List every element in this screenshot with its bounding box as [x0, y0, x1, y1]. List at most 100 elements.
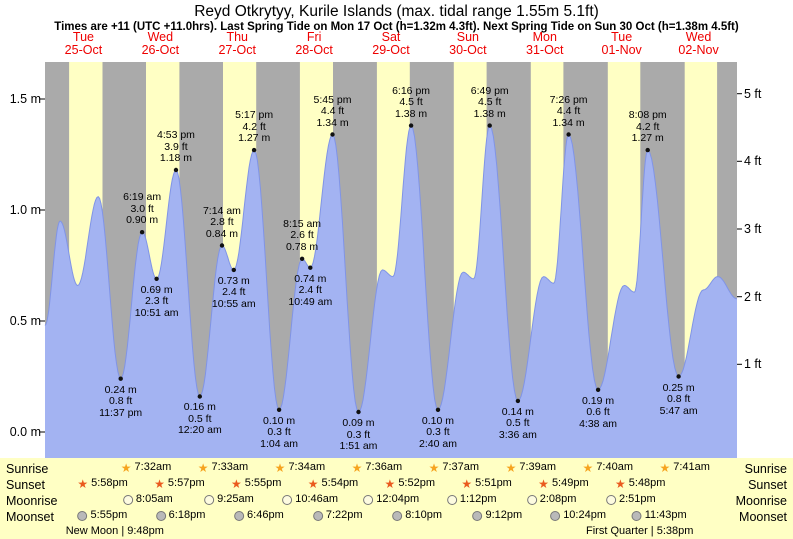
moonset-icon: [550, 510, 561, 521]
moonrise-icon: [605, 494, 616, 505]
tide-event-dot: [435, 407, 441, 412]
sunrise-star-icon: ★: [582, 460, 594, 475]
tide-low-annotation: 0.73 m 2.4 ft 10:55 am: [211, 274, 256, 310]
tide-event-dot: [231, 267, 236, 273]
sunrise-time: 7:37am: [442, 461, 480, 473]
sunrise-star-icon: ★: [659, 460, 671, 475]
sunrise-time: 7:40am: [596, 461, 634, 473]
sunset-time: 5:58pm: [91, 477, 128, 489]
tide-event-dot: [219, 243, 225, 248]
tide-low-annotation: 0.74 m 2.4 ft 10:49 am: [288, 272, 333, 308]
tide-event-dot: [197, 394, 202, 399]
axis-label-right: 1 ft: [744, 357, 762, 372]
sunrise-time: 7:41am: [673, 461, 710, 473]
moonrise-icon: [526, 494, 537, 505]
sunrise-star-icon: ★: [274, 460, 286, 475]
day-label: Sun 30-Oct: [449, 30, 487, 57]
day-label: Tue 25-Oct: [64, 30, 103, 57]
axis-label-right: 5 ft: [744, 86, 762, 101]
tide-event-dot: [487, 123, 492, 128]
day-label: Wed 26-Oct: [141, 30, 180, 57]
moonrise-time: 2:08pm: [539, 493, 577, 505]
moonrise-icon: [282, 494, 293, 505]
moonrise-time: 9:25am: [217, 493, 254, 505]
tide-low-annotation: 0.10 m 0.3 ft 1:04 am: [260, 414, 299, 450]
tide-low-annotation: 0.69 m 2.3 ft 10:51 am: [134, 283, 179, 319]
sunrise-entry: ★ 7:33am: [198, 461, 248, 474]
moonrise-icon: [363, 494, 374, 505]
sunset-entry: ★ 5:49pm: [538, 477, 588, 490]
moonset-time: 7:22pm: [325, 509, 363, 521]
axis-label-left: 0.5 m: [9, 314, 41, 328]
tide-high-annotation: 6:19 am 3.0 ft 0.90 m: [123, 191, 162, 227]
sunset-time: 5:57pm: [167, 477, 205, 489]
tide-high-annotation: 8:15 am 2.6 ft 0.78 m: [283, 217, 322, 253]
sunset-star-icon: ★: [538, 476, 549, 491]
sunset-time: 5:52pm: [398, 477, 436, 489]
axis-label-right: 3 ft: [744, 222, 762, 236]
moonset-entry: 7:22pm: [312, 509, 363, 522]
row-label-sunrise-left: Sunrise: [6, 462, 49, 476]
moonset-entry: 6:46pm: [234, 509, 284, 522]
moonset-entry: 6:18pm: [155, 509, 205, 522]
moonset-entry: 11:43pm: [631, 509, 687, 522]
sunrise-entry: ★ 7:32am: [121, 461, 171, 474]
moonrise-icon: [446, 494, 457, 505]
sunset-star-icon: ★: [154, 476, 165, 491]
row-label-sunset-left: Sunset: [6, 478, 45, 492]
tide-event-dot: [251, 147, 257, 153]
sunset-time: 5:48pm: [628, 477, 666, 489]
row-label-sunrise-right: Sunrise: [744, 462, 787, 476]
moonset-time: 11:43pm: [644, 509, 687, 521]
tide-event-dot: [308, 265, 313, 270]
sunset-star-icon: ★: [615, 476, 626, 491]
moonset-icon: [392, 510, 403, 521]
tide-event-dot: [299, 256, 305, 261]
sunrise-time: 7:33am: [211, 461, 249, 473]
tide-event-dot: [676, 374, 681, 379]
tide-low-annotation: 0.09 m 0.3 ft 1:51 am: [339, 417, 378, 453]
sunset-time: 5:51pm: [475, 477, 512, 489]
sunrise-star-icon: ★: [505, 460, 517, 475]
tide-low-annotation: 0.25 m 0.8 ft 5:47 am: [659, 381, 698, 417]
sunrise-star-icon: ★: [120, 460, 132, 475]
row-label-moonrise-left: Moonrise: [6, 494, 58, 508]
moonset-time: 6:46pm: [247, 509, 284, 521]
sunrise-entry: ★ 7:34am: [275, 461, 325, 474]
tide-high-annotation: 6:49 pm 4.5 ft 1.38 m: [470, 84, 509, 120]
axis-label-left: 1.5 m: [9, 92, 41, 106]
moonset-entry: 5:55pm: [77, 509, 127, 522]
tide-low-annotation: 0.10 m 0.3 ft 2:40 am: [419, 414, 457, 450]
sunrise-entry: ★ 7:40am: [583, 461, 633, 474]
sunset-entry: ★ 5:54pm: [308, 477, 358, 490]
day-label: Fri 28-Oct: [295, 30, 333, 57]
moonset-icon: [472, 510, 483, 521]
sunrise-star-icon: ★: [197, 460, 209, 475]
axis-label-left: 1.0 m: [9, 203, 41, 217]
tide-high-annotation: 7:14 am 2.8 ft 0.84 m: [202, 204, 241, 240]
moonrise-icon: [204, 494, 215, 505]
sunset-time: 5:54pm: [321, 477, 359, 489]
tide-event-dot: [173, 167, 179, 173]
tide-low-annotation: 0.14 m 0.5 ft 3:36 am: [498, 405, 537, 441]
tide-high-annotation: 5:45 pm 4.4 ft 1.34 m: [313, 93, 352, 129]
moonrise-entry: 9:25am: [204, 493, 254, 506]
moonrise-entry: 12:04pm: [363, 493, 419, 506]
sunset-star-icon: ★: [77, 476, 89, 491]
tide-event-dot: [118, 376, 123, 381]
day-label: Wed 02-Nov: [678, 30, 719, 57]
tide-event-dot: [595, 387, 601, 392]
tide-low-annotation: 0.19 m 0.6 ft 4:38 am: [579, 394, 618, 430]
sunrise-time: 7:32am: [134, 461, 172, 473]
moonset-icon: [312, 510, 323, 521]
sunset-entry: ★ 5:48pm: [615, 477, 665, 490]
tide-high-annotation: 5:17 pm 4.2 ft 1.27 m: [235, 109, 274, 145]
sunrise-entry: ★ 7:41am: [659, 461, 709, 474]
sunset-entry: ★ 5:58pm: [77, 477, 127, 490]
day-label: Sat 29-Oct: [372, 30, 410, 57]
sunset-time: 5:55pm: [244, 477, 282, 489]
row-label-moonrise-right: Moonrise: [735, 494, 787, 508]
moonrise-time: 1:12pm: [459, 493, 497, 505]
